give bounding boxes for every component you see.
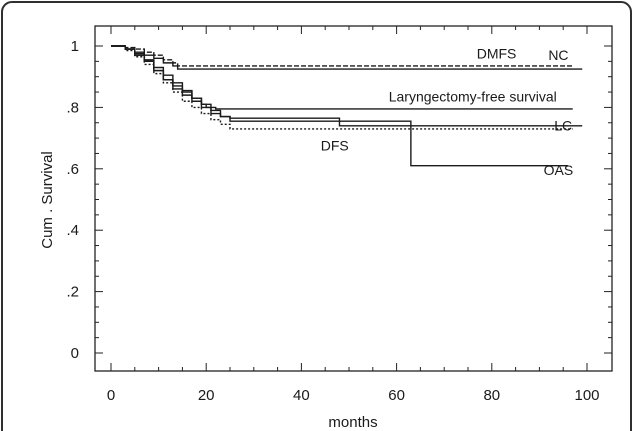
series-line — [111, 45, 573, 130]
series-annotation: DMFS — [477, 45, 517, 61]
series-annotation: OAS — [544, 162, 574, 178]
y-tick-label: .8 — [66, 99, 79, 116]
y-tick-label: 1 — [71, 38, 79, 55]
y-axis-label: Cum . Survival — [39, 151, 56, 249]
y-tick-label: .6 — [66, 161, 79, 178]
x-tick-label: 20 — [198, 387, 215, 404]
plot-frame — [94, 25, 613, 372]
series-annotation: NC — [548, 47, 568, 63]
x-axis-label: months — [328, 414, 377, 431]
y-tick-label: 0 — [71, 345, 79, 362]
series-annotation: DFS — [321, 137, 349, 153]
series-annotation: Laryngectomy-free survival — [389, 88, 557, 104]
y-tick-label: .2 — [66, 284, 79, 301]
x-tick-label: 40 — [293, 387, 310, 404]
series-line — [111, 45, 568, 167]
x-tick-label: 60 — [388, 387, 405, 404]
survival-chart: 0 20 40 60 80 100 0 .2 .4 .6 .8 1 DMFS NC Laryngectomy… — [66, 25, 613, 404]
x-tick-label: 100 — [574, 387, 599, 404]
series-annotation: LC — [554, 117, 572, 133]
x-tick-label: 0 — [107, 387, 115, 404]
x-tick-label: 80 — [483, 387, 500, 404]
y-tick-label: .4 — [66, 222, 79, 239]
